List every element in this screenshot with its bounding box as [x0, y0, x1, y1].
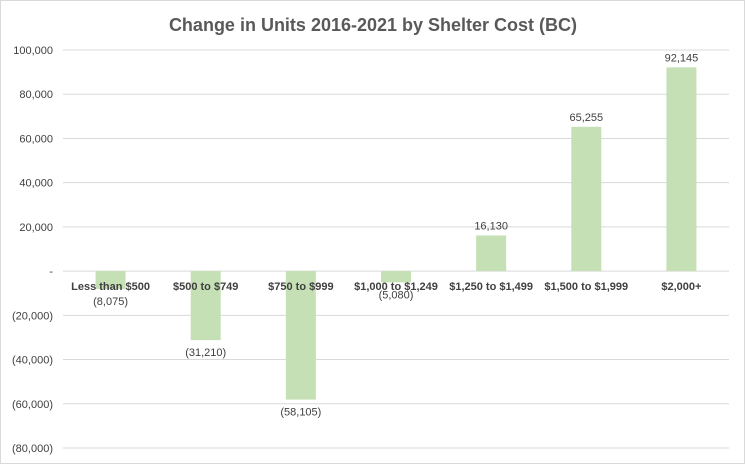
bar: [571, 126, 602, 272]
x-category-label: $500 to $749: [173, 281, 238, 293]
y-tick-label: (40,000): [12, 355, 53, 367]
bar: [285, 271, 316, 400]
data-label: (58,105): [280, 407, 321, 419]
y-tick-label: 60,000: [19, 133, 53, 145]
data-label: 16,130: [474, 220, 508, 232]
data-labels: (8,075) (31,210) (58,105) (5,080) 16,130 65,2…: [93, 52, 698, 418]
data-label: (31,210): [185, 347, 226, 359]
y-tick-label: 100,000: [13, 45, 53, 57]
x-category-label: $1,250 to $1,499: [449, 281, 533, 293]
bar: [476, 235, 507, 272]
gridlines: [63, 49, 729, 449]
y-axis-tick-labels: 100,000 80,000 60,000 40,000 20,000 - (20,000)…: [12, 45, 53, 455]
y-tick-label: (20,000): [12, 310, 53, 322]
x-category-label: Less than $500: [71, 281, 150, 293]
x-category-label: $1,500 to $1,999: [544, 281, 628, 293]
bar: [190, 271, 221, 341]
x-category-label: $2,000+: [661, 281, 701, 293]
bar: [95, 271, 126, 289]
y-tick-label: 20,000: [19, 222, 53, 234]
data-label: 92,145: [665, 52, 699, 64]
y-tick-label: (60,000): [12, 399, 53, 411]
y-tick-label: 80,000: [19, 89, 53, 101]
x-category-label: $750 to $999: [268, 281, 333, 293]
bars: [95, 67, 697, 400]
data-label: 65,255: [569, 112, 603, 124]
x-category-label: $1,000 to $1,249: [354, 281, 438, 293]
y-tick-label: 40,000: [19, 178, 53, 190]
y-tick-label: -: [49, 266, 53, 278]
data-label: (8,075): [93, 296, 128, 308]
x-axis-category-labels: Less than $500 $500 to $749 $750 to $999 $1…: [71, 281, 701, 293]
data-label: (5,080): [379, 289, 414, 301]
chart-title: Change in Units 2016-2021 by Shelter Cos…: [169, 15, 577, 35]
y-tick-label: (80,000): [12, 443, 53, 455]
bar: [381, 271, 411, 283]
bar: [666, 67, 697, 272]
